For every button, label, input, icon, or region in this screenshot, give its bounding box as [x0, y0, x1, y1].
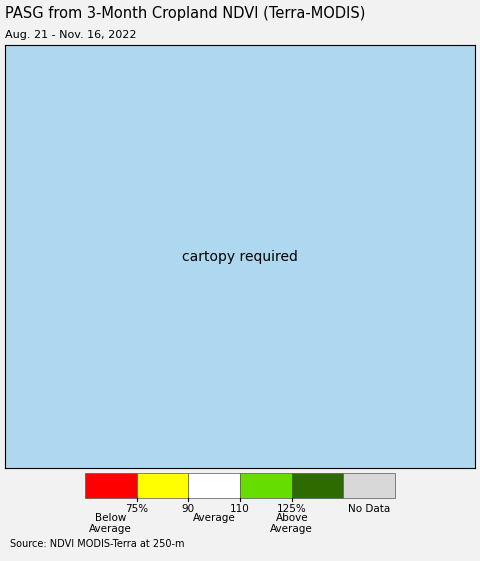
Text: 90: 90 [182, 504, 195, 514]
Text: Average: Average [270, 524, 313, 534]
FancyBboxPatch shape [292, 473, 344, 498]
Text: Average: Average [89, 524, 132, 534]
Text: cartopy required: cartopy required [182, 250, 298, 264]
Text: Source: NDVI MODIS-Terra at 250-m: Source: NDVI MODIS-Terra at 250-m [10, 539, 184, 549]
Text: No Data: No Data [348, 504, 391, 514]
Text: Average: Average [193, 513, 236, 523]
FancyBboxPatch shape [240, 473, 292, 498]
Text: 125%: 125% [277, 504, 307, 514]
Text: Aug. 21 - Nov. 16, 2022: Aug. 21 - Nov. 16, 2022 [5, 30, 136, 40]
FancyBboxPatch shape [136, 473, 188, 498]
Text: Below: Below [95, 513, 126, 523]
FancyBboxPatch shape [188, 473, 240, 498]
Text: Above: Above [276, 513, 308, 523]
FancyBboxPatch shape [85, 473, 136, 498]
Text: 110: 110 [230, 504, 250, 514]
Text: PASG from 3-Month Cropland NDVI (Terra-MODIS): PASG from 3-Month Cropland NDVI (Terra-M… [5, 6, 365, 21]
Text: 75%: 75% [125, 504, 148, 514]
FancyBboxPatch shape [344, 473, 395, 498]
